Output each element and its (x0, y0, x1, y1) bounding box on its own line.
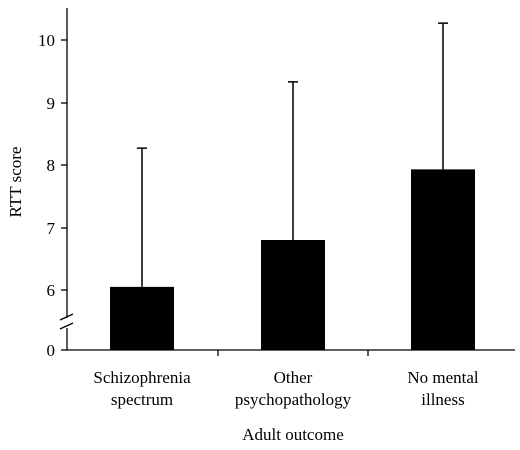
y-tick-label-9: 9 (47, 94, 56, 113)
category-label-2-line-1: No mental (407, 368, 479, 387)
y-tick-label-6: 6 (47, 281, 56, 300)
category-label-0-line-1: Schizophrenia (93, 368, 191, 387)
error-bar-schizophrenia-spectrum (137, 147, 147, 287)
error-bar-other-psychopathology (288, 81, 298, 240)
y-tick-label-7: 7 (47, 219, 56, 238)
category-label-1-line-1: Other (274, 368, 313, 387)
category-label-2-line-2: illness (421, 390, 464, 409)
y-tick-label-0: 0 (47, 341, 56, 360)
bar-no-mental-illness (411, 169, 475, 350)
y-axis-title: RTT score (6, 147, 25, 218)
bar-schizophrenia-spectrum (110, 286, 174, 350)
y-tick-label-8: 8 (47, 156, 56, 175)
bar-other-psychopathology (261, 240, 325, 350)
category-label-1-line-2: psychopathology (235, 390, 352, 409)
category-label-0-line-2: spectrum (111, 390, 173, 409)
axis-break-mark (59, 313, 74, 330)
y-tick-label-10: 10 (38, 31, 55, 50)
error-bar-no-mental-illness (438, 22, 448, 170)
x-axis-title: Adult outcome (242, 425, 344, 444)
y-ticks: 0 6 7 8 9 10 (38, 31, 67, 360)
